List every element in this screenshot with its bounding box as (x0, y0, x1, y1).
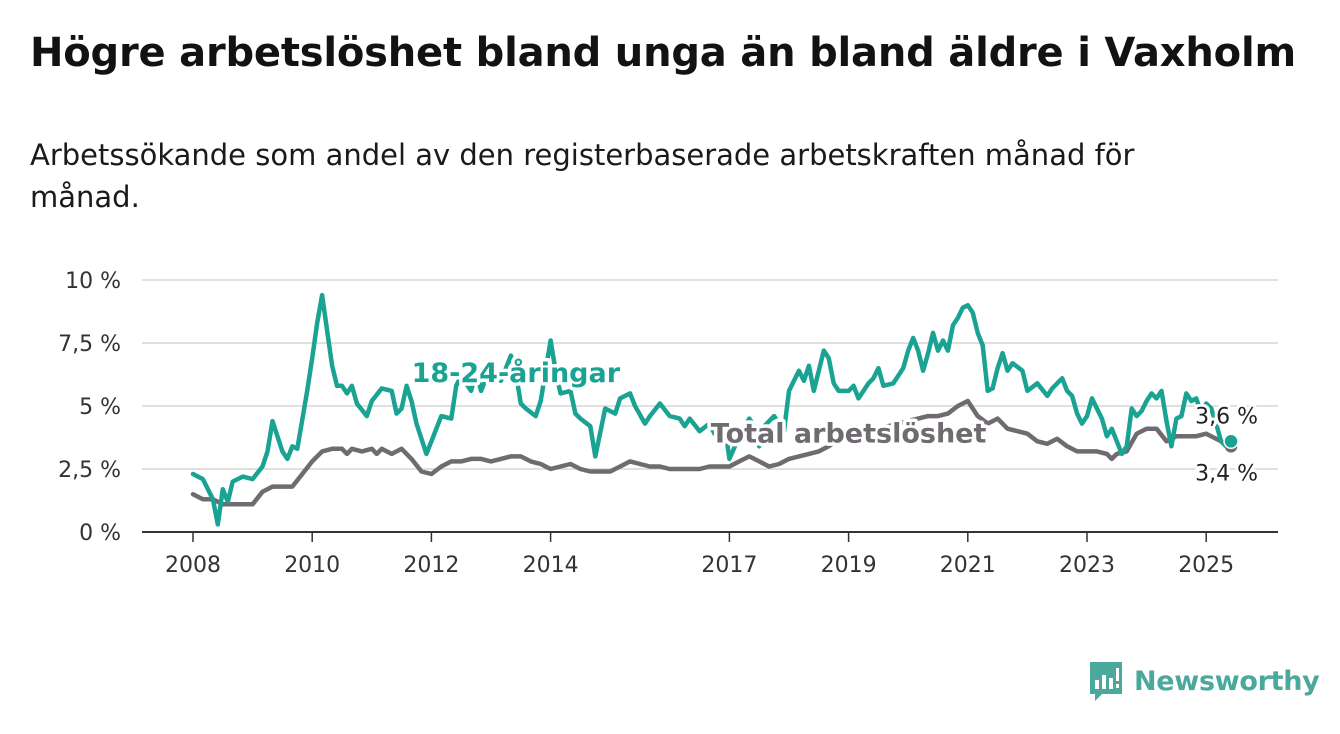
x-tick-label: 2008 (165, 553, 221, 578)
brand-logo: Newsworthy (1088, 659, 1320, 703)
newsworthy-logo-icon (1090, 662, 1122, 701)
y-tick-label: 7,5 % (58, 332, 121, 357)
series-end-label: 3,4 % (1195, 461, 1258, 486)
series-line-1 (190, 398, 1234, 507)
series-annotation: Total arbetslöshet (711, 419, 987, 450)
chart-subtitle: Arbetssökande som andel av den registerb… (30, 138, 1135, 214)
y-axis-ticks: 0 % 2,5 % 5 % 7,5 % 10 % (58, 269, 121, 546)
series-labels: 18-24-åringar Total arbetslöshet 3,6 % 3,4 … (408, 354, 1261, 490)
x-tick-label: 2010 (284, 553, 340, 578)
y-tick-label: 0 % (79, 521, 121, 546)
x-tick-label: 2021 (940, 553, 996, 578)
series-end-point-0 (1223, 433, 1239, 450)
gridlines (142, 279, 1278, 470)
x-tick-label: 2012 (403, 553, 459, 578)
y-tick-label: 10 % (65, 269, 121, 294)
y-tick-label: 2,5 % (58, 458, 121, 483)
x-tick-label: 2014 (523, 553, 579, 578)
x-tick-label: 2023 (1059, 553, 1115, 578)
x-axis-ticks: 2008 2010 2012 2014 2017 2019 2021 2023 2025 (165, 532, 1234, 578)
series-end-label: 3,6 % (1195, 404, 1258, 429)
x-tick-label: 2019 (821, 553, 877, 578)
x-tick-label: 2025 (1178, 553, 1234, 578)
series-line-0 (190, 292, 1234, 527)
brand-name: Newsworthy (1134, 665, 1320, 697)
y-tick-label: 5 % (79, 395, 121, 420)
x-tick-label: 2017 (701, 553, 757, 578)
series-annotation: 18-24-åringar (412, 357, 621, 389)
series-lines (190, 292, 1239, 527)
chart-title: Högre arbetslöshet bland unga än bland ä… (30, 30, 1296, 76)
